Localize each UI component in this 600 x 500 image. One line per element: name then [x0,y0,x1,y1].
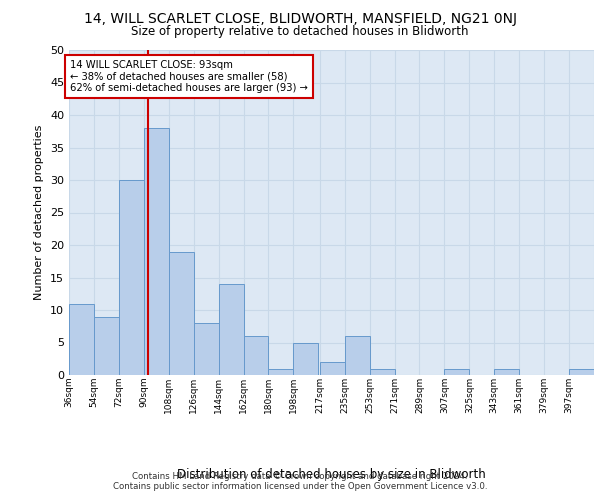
Bar [194,323,218,375]
Text: Contains HM Land Registry data © Crown copyright and database right 2024.: Contains HM Land Registry data © Crown c… [132,472,468,481]
Bar [69,304,94,375]
Bar [94,316,119,375]
Text: Size of property relative to detached houses in Blidworth: Size of property relative to detached ho… [131,25,469,38]
Bar [268,368,293,375]
Bar [244,336,268,375]
Bar [218,284,244,375]
X-axis label: Distribution of detached houses by size in Blidworth: Distribution of detached houses by size … [177,468,486,481]
Bar [494,368,519,375]
Y-axis label: Number of detached properties: Number of detached properties [34,125,44,300]
Bar [169,252,194,375]
Text: 14, WILL SCARLET CLOSE, BLIDWORTH, MANSFIELD, NG21 0NJ: 14, WILL SCARLET CLOSE, BLIDWORTH, MANSF… [83,12,517,26]
Bar [293,342,319,375]
Text: 14 WILL SCARLET CLOSE: 93sqm
← 38% of detached houses are smaller (58)
62% of se: 14 WILL SCARLET CLOSE: 93sqm ← 38% of de… [70,60,308,93]
Text: Contains public sector information licensed under the Open Government Licence v3: Contains public sector information licen… [113,482,487,491]
Bar [569,368,594,375]
Bar [320,362,344,375]
Bar [370,368,395,375]
Bar [344,336,370,375]
Bar [119,180,144,375]
Bar [445,368,469,375]
Bar [144,128,169,375]
